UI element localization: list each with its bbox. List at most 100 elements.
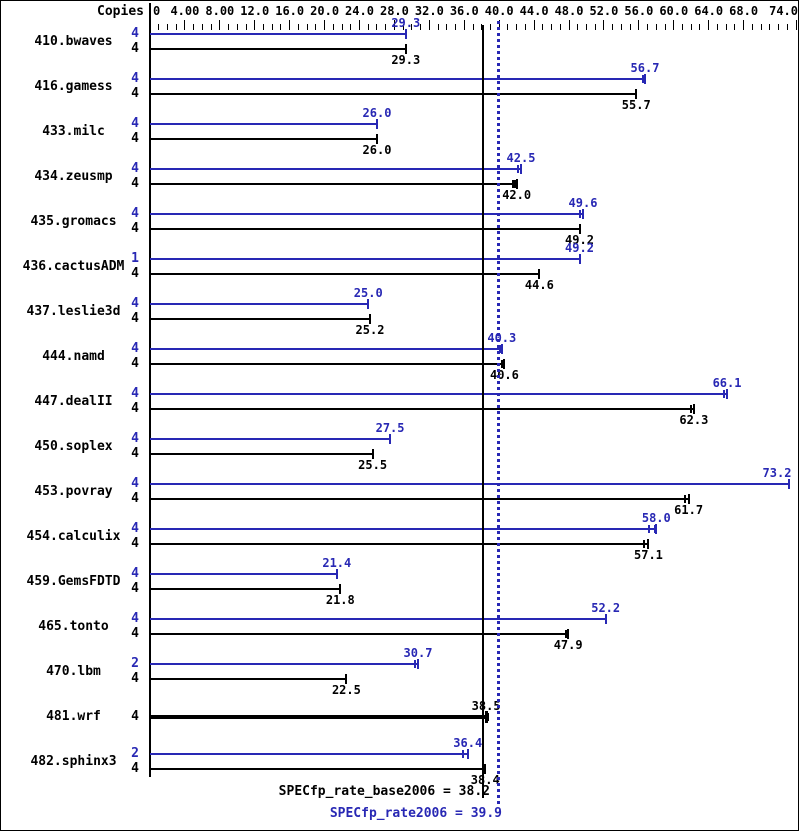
bar-end-tick — [503, 359, 506, 369]
run-marker-tick — [486, 713, 489, 721]
copies-value: 4 — [131, 341, 139, 356]
result-bar — [150, 498, 689, 500]
bar-end-tick — [635, 89, 638, 99]
bar-value-label: 73.2 — [762, 466, 792, 480]
copies-value: 4 — [131, 206, 139, 221]
x-axis-minor-tick — [778, 24, 780, 30]
x-axis-tick-label: 24.0 — [345, 4, 374, 18]
copies-value: 4 — [131, 491, 139, 506]
bar-value-label: 47.9 — [553, 638, 583, 652]
benchmark-label: 444.namd — [42, 349, 105, 364]
copies-value: 4 — [131, 221, 139, 236]
x-axis-minor-tick — [341, 24, 343, 30]
x-axis-tick-label: 28.0 — [379, 4, 409, 18]
x-axis-minor-tick — [367, 24, 369, 30]
x-axis-tick-label: 36.0 — [449, 4, 479, 18]
copies-value: 4 — [131, 401, 139, 416]
bar-end-tick — [485, 711, 489, 723]
copies-value: 4 — [131, 266, 139, 281]
x-axis-tick-label: 4.00 — [170, 4, 200, 18]
x-axis-major-tick — [254, 20, 256, 30]
x-axis-minor-tick — [472, 24, 474, 30]
x-axis-tick-label: 68.0 — [729, 4, 759, 18]
result-bar — [150, 678, 347, 680]
bar-value-label: 26.0 — [362, 143, 392, 157]
run-marker-tick — [564, 630, 567, 638]
x-axis-tick-label: 56.0 — [624, 4, 654, 18]
x-axis-tick-label: 52.0 — [589, 4, 619, 18]
bar-end-tick — [692, 404, 695, 414]
result-bar — [150, 33, 406, 35]
copies-value: 4 — [131, 581, 139, 596]
run-marker-tick — [684, 495, 687, 503]
bar-value-label: 29.3 — [391, 53, 421, 67]
x-axis-minor-tick — [699, 24, 701, 30]
copies-value: 4 — [131, 761, 139, 776]
bar-value-label: 25.2 — [355, 323, 385, 337]
result-bar — [150, 753, 468, 755]
run-marker-tick — [642, 75, 645, 83]
copies-value: 2 — [131, 746, 139, 761]
benchmark-label: 450.soplex — [34, 439, 113, 454]
x-axis-minor-tick — [682, 24, 683, 30]
x-axis-tick-label: 8.00 — [205, 4, 235, 18]
bar-value-label: 56.7 — [630, 61, 660, 75]
copies-value: 4 — [131, 476, 139, 491]
x-axis-minor-tick — [489, 24, 491, 30]
x-axis-minor-tick — [297, 24, 299, 30]
bar-end-tick — [500, 344, 503, 354]
result-bar — [150, 633, 569, 635]
bar-value-label: 21.8 — [325, 593, 355, 607]
result-bar — [150, 543, 649, 545]
x-axis-minor-tick — [577, 24, 579, 30]
bar-end-tick — [647, 539, 650, 549]
x-axis-minor-tick — [612, 24, 614, 30]
result-bar — [150, 408, 694, 410]
benchmark-label: 482.sphinx3 — [30, 754, 117, 769]
x-axis-minor-tick — [786, 24, 788, 30]
x-axis-minor-tick — [629, 24, 631, 30]
benchmark-label: 454.calculix — [26, 529, 121, 544]
x-axis-minor-tick — [193, 24, 195, 30]
x-axis-tick-label: 60.0 — [659, 4, 689, 18]
bar-value-label: 22.5 — [331, 683, 361, 697]
x-axis-minor-tick — [332, 24, 334, 30]
result-bar — [150, 183, 517, 185]
bar-value-label: 42.0 — [502, 188, 532, 202]
x-axis-minor-tick — [551, 24, 553, 30]
bar-value-label: 36.4 — [453, 736, 483, 750]
bar-value-label: 57.1 — [634, 548, 663, 562]
bar-end-tick — [538, 269, 541, 279]
x-axis-major-tick — [568, 20, 570, 30]
x-axis-minor-tick — [201, 24, 203, 30]
bar-end-tick — [404, 44, 407, 54]
x-axis-minor-tick — [350, 24, 352, 30]
x-axis-minor-tick — [446, 24, 448, 30]
x-axis-major-tick — [149, 20, 151, 30]
copies-value: 4 — [131, 71, 139, 86]
copies-value: 4 — [131, 161, 139, 176]
x-axis-major-tick — [359, 20, 360, 30]
bar-end-tick — [466, 749, 469, 759]
x-axis-major-tick — [289, 20, 291, 30]
x-axis-minor-tick — [620, 24, 622, 30]
result-bar — [150, 393, 728, 395]
benchmark-label: 470.lbm — [46, 664, 101, 679]
x-axis-minor-tick — [262, 24, 264, 30]
result-bar — [150, 663, 418, 665]
copies-value: 1 — [131, 251, 139, 266]
peak-mean-line — [496, 21, 500, 807]
x-axis-tick-label: 32.0 — [414, 4, 444, 18]
bar-value-label: 40.6 — [489, 368, 519, 382]
x-axis-major-tick — [463, 20, 465, 30]
x-axis-major-tick — [324, 20, 326, 30]
x-axis-minor-tick — [655, 24, 657, 30]
copies-value: 4 — [131, 611, 139, 626]
run-marker-tick — [414, 660, 417, 668]
result-bar — [150, 303, 369, 305]
bar-value-label: 49.2 — [565, 241, 594, 255]
x-axis-minor-tick — [158, 24, 160, 30]
x-axis-minor-tick — [524, 24, 526, 30]
copies-value: 4 — [131, 431, 139, 446]
x-axis-minor-tick — [280, 24, 282, 30]
